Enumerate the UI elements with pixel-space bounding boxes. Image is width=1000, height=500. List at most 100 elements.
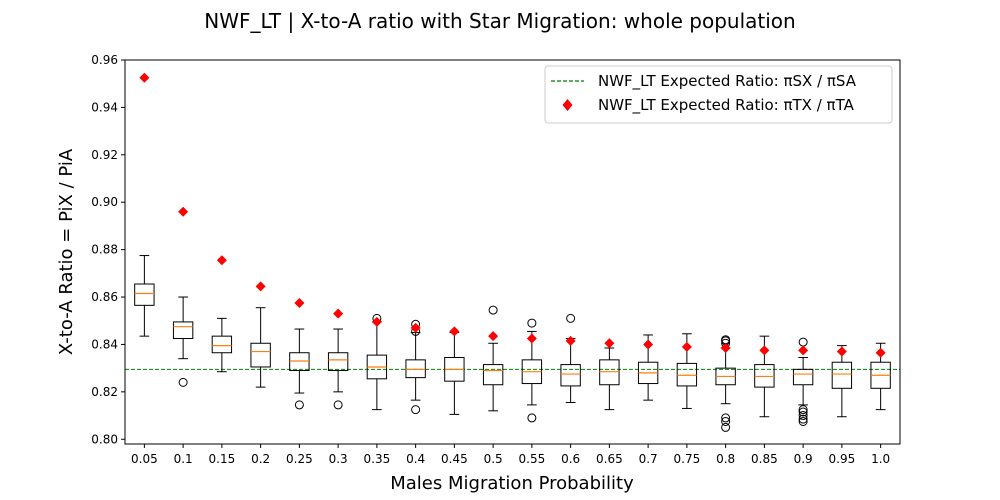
- box-body: [211, 335, 233, 354]
- x-tick-label: 0.4: [406, 452, 425, 466]
- y-tick-label: 0.92: [91, 148, 118, 162]
- x-tick-label: 0.1: [174, 452, 193, 466]
- plot-area: [125, 72, 900, 432]
- outlier-point: [721, 422, 731, 432]
- x-tick-label: 0.7: [639, 452, 658, 466]
- box-0.75: [676, 333, 698, 409]
- box-0.25: [289, 328, 310, 410]
- outlier-point: [488, 305, 498, 315]
- y-axis-label: X-to-A Ratio = PiX / PiA: [56, 148, 77, 355]
- x-tick-label: 0.95: [829, 452, 856, 466]
- x-tick-label: 0.9: [794, 452, 813, 466]
- box-body: [831, 361, 853, 389]
- expected-ratio-tx-ta-marker: [294, 297, 305, 308]
- outlier-point: [566, 313, 576, 323]
- box-body: [134, 283, 155, 306]
- box-0.15: [211, 317, 233, 373]
- legend-diamond-swatch: [562, 99, 573, 111]
- y-tick-label: 0.88: [91, 243, 118, 257]
- expected-ratio-tx-ta-marker: [643, 339, 654, 350]
- box-0.9: [792, 337, 814, 426]
- box-body: [482, 364, 504, 386]
- expected-ratio-tx-ta-marker: [449, 326, 460, 337]
- legend-label-sx-sa: NWF_LT Expected Ratio: πSX / πSA: [598, 72, 857, 91]
- box-0.2: [250, 307, 271, 388]
- box-body: [560, 364, 581, 387]
- outlier-point: [798, 337, 808, 347]
- expected-ratio-tx-ta-marker: [371, 316, 382, 327]
- y-tick-label: 0.96: [91, 53, 118, 67]
- expected-ratio-tx-ta-marker: [410, 322, 421, 333]
- legend-frame: [544, 65, 893, 124]
- expected-ratio-tx-ta-marker: [681, 341, 692, 352]
- expected-ratio-tx-ta-marker: [488, 331, 499, 342]
- box-0.65: [599, 347, 620, 411]
- box-0.7: [637, 334, 659, 401]
- x-axis-label: Males Migration Probability: [390, 473, 634, 494]
- x-axis: 0.05 0.1 0.15 0.2 0.25 0.3 0.35 0.4 0.45 0.5 0.55 0…: [131, 444, 890, 466]
- box-0.55: [521, 318, 543, 423]
- legend: NWF_LT Expected Ratio: πSX / πSA NWF_LT …: [544, 65, 893, 124]
- y-axis: 0.80 0.82 0.84 0.86 0.88 0.90 0.92 0.94 0.96: [91, 53, 125, 446]
- outlier-point: [178, 377, 188, 387]
- chart-title: NWF_LT | X-to-A ratio with Star Migratio…: [204, 9, 795, 33]
- expected-ratio-tx-ta-marker: [798, 345, 809, 356]
- outlier-point: [527, 318, 537, 328]
- box-0.45: [444, 332, 465, 415]
- outlier-point: [721, 416, 731, 426]
- x-tick-label: 0.8: [716, 452, 735, 466]
- y-tick-label: 0.84: [91, 337, 118, 351]
- expected-ratio-tx-ta-marker: [720, 343, 731, 353]
- box-1.0: [870, 342, 891, 411]
- box-0.4: [405, 319, 426, 415]
- outlier-point: [411, 405, 421, 415]
- outlier-point: [798, 405, 808, 415]
- x-tick-label: 0.2: [251, 452, 270, 466]
- x-tick-label: 0.3: [329, 452, 348, 466]
- expected-ratio-tx-ta-marker: [604, 338, 615, 349]
- expected-ratio-tx-ta-marker: [255, 281, 266, 292]
- outlier-point: [798, 416, 808, 426]
- outlier-point: [798, 411, 808, 421]
- x-tick-label: 0.45: [441, 452, 468, 466]
- plot-frame: [124, 59, 901, 445]
- expected-ratio-tx-ta-marker: [836, 346, 847, 357]
- x-tick-label: 0.15: [209, 452, 236, 466]
- outlier-point: [798, 407, 808, 417]
- y-tick-label: 0.90: [91, 195, 118, 209]
- expected-ratio-tx-ta-marker: [759, 345, 770, 356]
- expected-ratio-tx-ta-marker: [333, 308, 344, 319]
- box-0.6: [560, 313, 581, 404]
- box-0.35: [366, 313, 388, 411]
- y-tick-label: 0.80: [91, 432, 118, 446]
- y-tick-label: 0.94: [91, 100, 118, 114]
- x-tick-label: 0.55: [519, 452, 546, 466]
- expected-ratio-tx-ta-marker: [875, 347, 886, 358]
- x-tick-label: 0.05: [131, 452, 158, 466]
- box-0.3: [327, 328, 349, 410]
- box-body: [792, 368, 814, 386]
- expected-ratio-tx-ta-marker: [178, 206, 189, 217]
- x-tick-label: 0.25: [286, 452, 313, 466]
- expected-ratio-tx-ta-marker: [565, 335, 576, 346]
- box-body: [250, 342, 271, 368]
- outlier-point: [333, 400, 343, 410]
- y-tick-label: 0.82: [91, 385, 118, 399]
- box-0.5: [482, 305, 504, 412]
- x-tick-label: 0.65: [596, 452, 623, 466]
- x-tick-label: 0.75: [674, 452, 701, 466]
- outlier-point: [294, 400, 304, 410]
- outlier-point: [798, 414, 808, 424]
- x-tick-label: 0.6: [561, 452, 580, 466]
- legend-label-tx-ta: NWF_LT Expected Ratio: πTX / πTA: [598, 96, 855, 115]
- x-tick-label: 1.0: [871, 452, 890, 466]
- outlier-point: [527, 413, 537, 423]
- x-tick-label: 0.5: [484, 452, 503, 466]
- outlier-point: [721, 413, 731, 423]
- expected-ratio-tx-ta-marker: [139, 72, 150, 83]
- y-tick-label: 0.86: [91, 290, 118, 304]
- box-0.05: [134, 255, 155, 337]
- expected-ratio-tx-ta-marker: [216, 255, 227, 266]
- box-body: [172, 321, 194, 340]
